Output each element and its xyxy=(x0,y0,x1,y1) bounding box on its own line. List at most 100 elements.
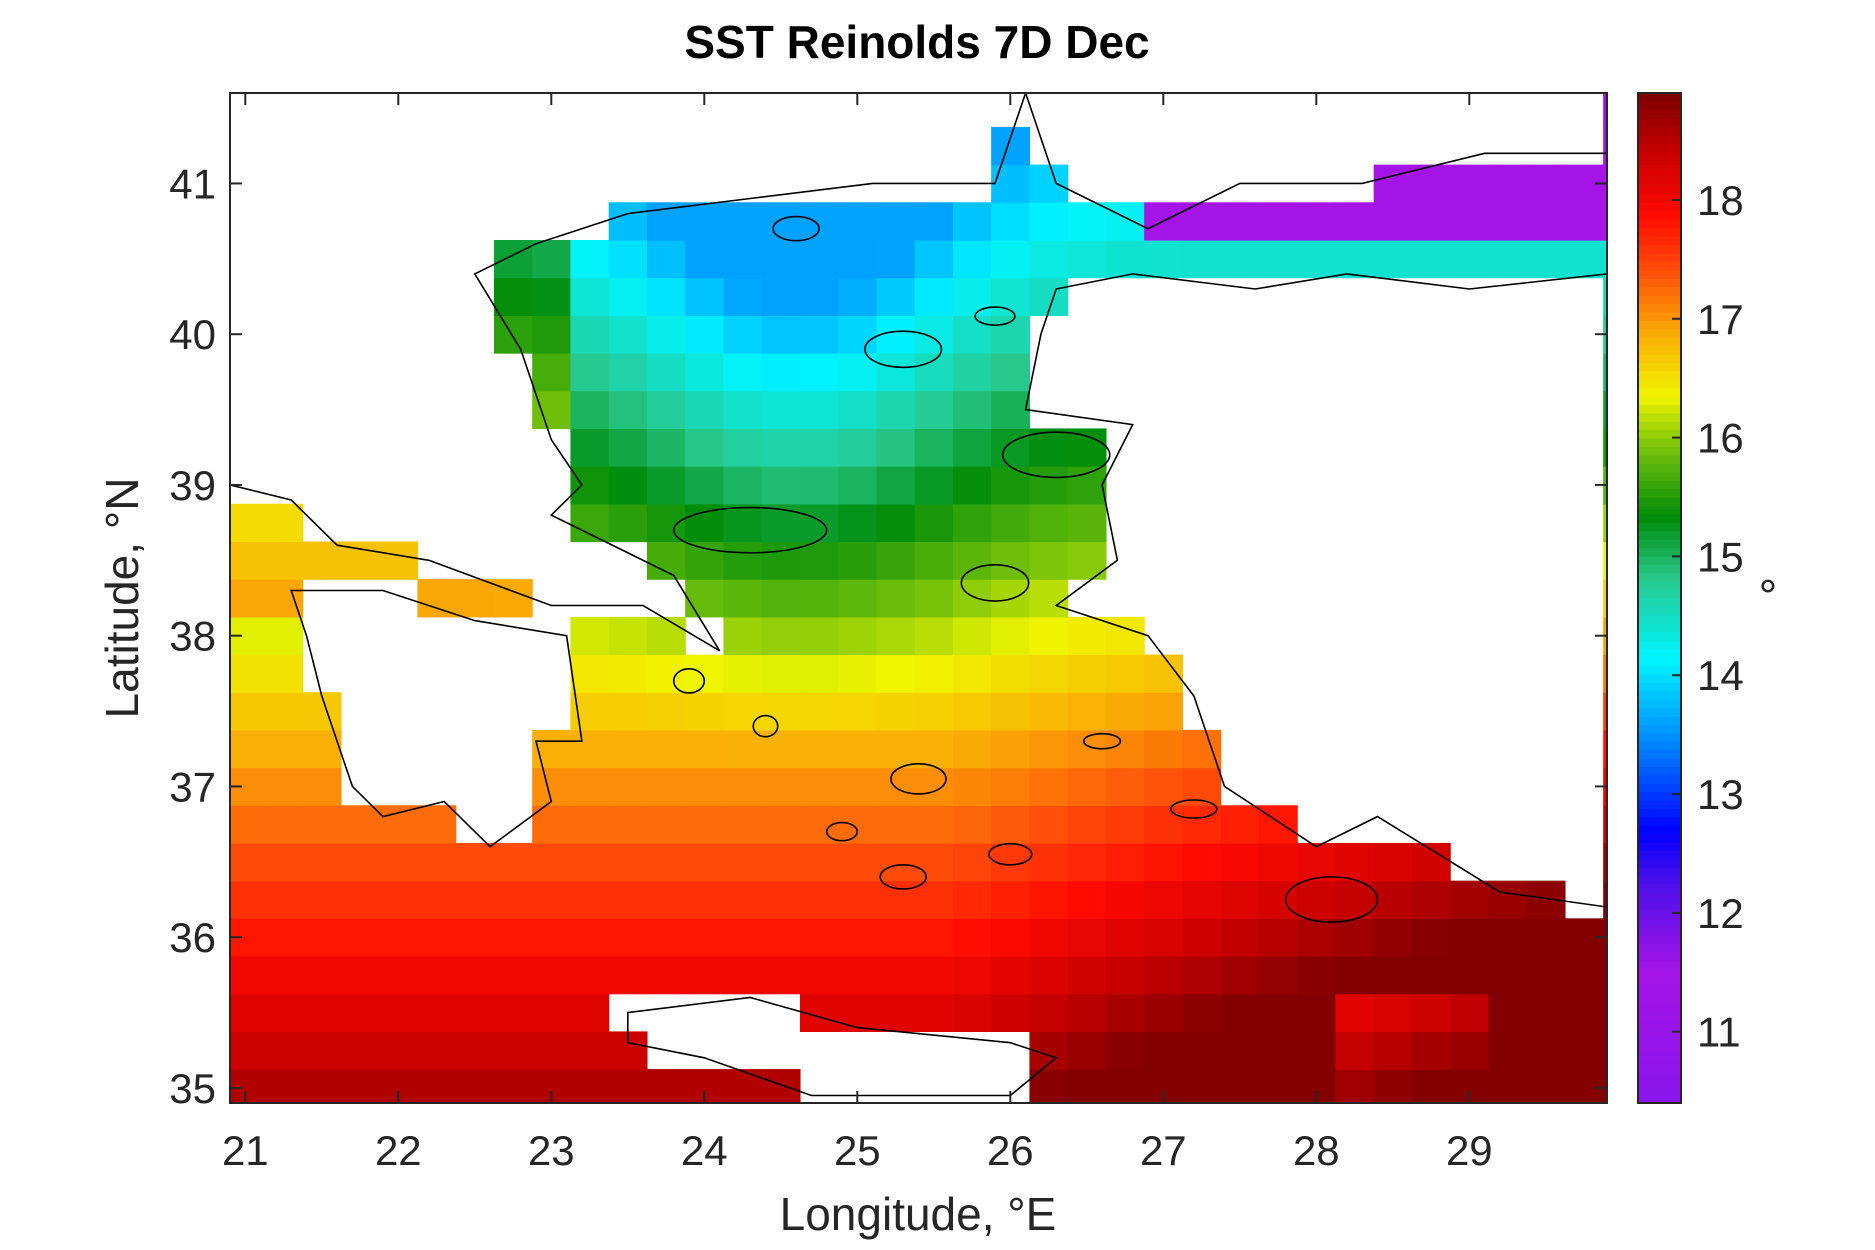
colorbar-swatch xyxy=(1638,884,1681,894)
sst-cell xyxy=(1182,842,1222,882)
island-outline xyxy=(879,864,927,890)
colorbar-swatch xyxy=(1638,816,1681,826)
sst-cell xyxy=(264,503,304,543)
sst-cell xyxy=(685,880,725,919)
sst-cell xyxy=(799,692,839,731)
sst-cell xyxy=(761,805,801,844)
sst-cell xyxy=(914,767,954,806)
sst-cell xyxy=(608,616,648,656)
colorbar-swatch xyxy=(1638,707,1681,717)
sst-cell xyxy=(646,315,686,354)
sst-cell xyxy=(646,239,686,279)
sst-cell xyxy=(1450,918,1490,957)
sst-cell xyxy=(1144,880,1184,919)
sst-cell xyxy=(723,692,763,731)
colorbar-swatch xyxy=(1638,160,1681,170)
sst-cell xyxy=(761,880,801,919)
sst-cells xyxy=(230,52,1607,1103)
sst-cell xyxy=(1411,164,1451,203)
sst-cell xyxy=(1029,956,1069,995)
colorbar-swatch xyxy=(1638,480,1681,490)
colorbar-swatch xyxy=(1638,749,1681,759)
sst-cell xyxy=(914,918,954,957)
sst-cell xyxy=(302,767,342,806)
sst-cell xyxy=(838,315,878,354)
colorbar-swatch xyxy=(1638,488,1681,498)
colorbar-swatch xyxy=(1638,673,1681,683)
sst-cell xyxy=(1067,805,1107,844)
sst-cell xyxy=(1220,202,1260,241)
colorbar-swatch xyxy=(1638,168,1681,178)
sst-cell xyxy=(1029,202,1069,241)
colorbar: 11 12 13 14 15 16 17 18 xyxy=(1637,92,1744,1104)
x-axis: 21 22 23 24 25 26 27 28 29 xyxy=(222,93,1493,1174)
colorbar-swatch xyxy=(1638,101,1681,111)
sst-cell xyxy=(1450,202,1490,241)
sst-cell xyxy=(1258,918,1298,957)
sst-cell xyxy=(608,767,648,806)
sst-cell xyxy=(608,654,648,693)
sst-cell xyxy=(838,692,878,731)
sst-cell xyxy=(493,579,533,618)
sst-cell xyxy=(608,466,648,505)
sst-cell xyxy=(1182,993,1222,1032)
sst-cell xyxy=(1067,202,1107,241)
sst-cell xyxy=(723,918,763,957)
sst-cell xyxy=(799,956,839,995)
sst-cell xyxy=(570,1069,610,1103)
colorbar-swatch xyxy=(1638,151,1681,161)
sst-cell xyxy=(914,729,954,769)
colorbar-swatch xyxy=(1638,901,1681,911)
sst-cell xyxy=(570,428,610,467)
sst-cell xyxy=(1450,239,1490,279)
sst-cell xyxy=(570,52,609,90)
sst-cell xyxy=(1450,993,1490,1032)
sst-cell xyxy=(646,729,686,769)
colorbar-swatch xyxy=(1638,135,1681,145)
sst-cell xyxy=(1373,880,1413,919)
sst-cell xyxy=(1488,1031,1528,1070)
y-tick-label: 38 xyxy=(169,613,216,660)
sst-cell xyxy=(991,880,1031,919)
colorbar-tick-label: 13 xyxy=(1697,771,1744,818)
sst-cell xyxy=(838,466,878,505)
sst-cell xyxy=(570,842,610,882)
sst-cell xyxy=(685,842,725,882)
sst-cell xyxy=(493,1031,533,1070)
sst-cell xyxy=(1603,654,1607,693)
sst-cell xyxy=(1258,239,1298,279)
colorbar-swatch xyxy=(1638,185,1681,195)
colorbar-label: ° xyxy=(1759,570,1777,622)
sst-cell xyxy=(1603,164,1607,203)
sst-cell xyxy=(1564,1031,1604,1070)
sst-cell xyxy=(1603,805,1607,844)
sst-cell xyxy=(230,842,266,882)
colorbar-swatch xyxy=(1638,412,1681,422)
island-outline xyxy=(672,668,706,694)
sst-cell xyxy=(1067,993,1107,1032)
sst-cell xyxy=(340,541,380,580)
sst-cell xyxy=(838,579,878,618)
sst-cell xyxy=(1144,1031,1184,1070)
sst-cell xyxy=(685,202,725,241)
sst-cell xyxy=(838,503,878,543)
colorbar-swatch xyxy=(1638,724,1681,734)
sst-cell xyxy=(723,541,763,580)
sst-cell xyxy=(723,654,763,693)
sst-cell xyxy=(1105,654,1145,693)
colorbar-swatch xyxy=(1638,295,1681,305)
sst-cell xyxy=(799,616,839,656)
sst-cell xyxy=(914,541,954,580)
sst-cell xyxy=(1603,616,1607,656)
sst-cell xyxy=(230,541,266,580)
x-tick-label: 27 xyxy=(1140,1127,1187,1174)
colorbar-swatch xyxy=(1638,631,1681,641)
sst-cell xyxy=(1488,1069,1528,1103)
sst-cell xyxy=(876,956,916,995)
sst-cell xyxy=(685,239,725,279)
sst-cell xyxy=(646,353,686,392)
sst-cell xyxy=(761,202,801,241)
sst-cell xyxy=(302,805,342,844)
x-tick-label: 23 xyxy=(528,1127,575,1174)
sst-cell xyxy=(1373,164,1413,203)
